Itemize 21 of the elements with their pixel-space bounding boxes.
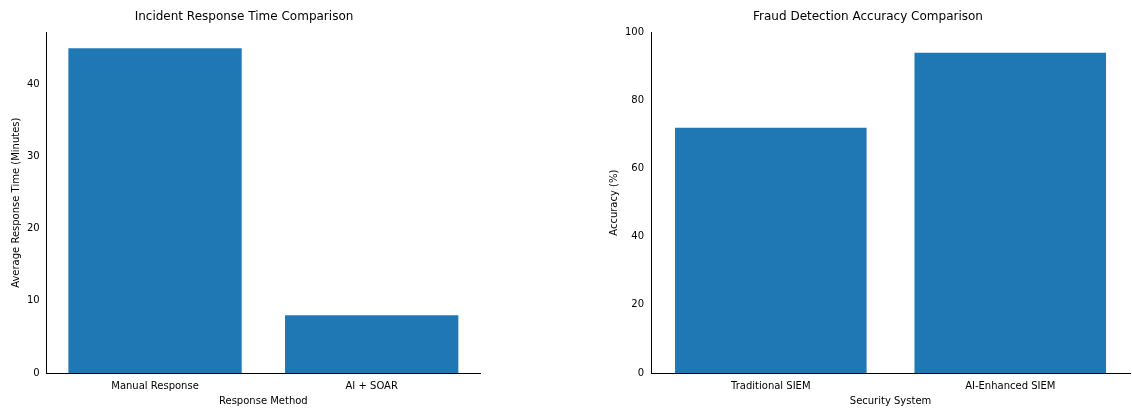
- chart-title: Fraud Detection Accuracy Comparison: [753, 9, 983, 24]
- chart-title: Incident Response Time Comparison: [134, 9, 354, 24]
- x-axis-title: Security System: [849, 394, 932, 406]
- y-tick-label: 40: [26, 77, 40, 89]
- y-tick-label: 30: [26, 150, 40, 162]
- x-tick-label: AI + SOAR: [345, 379, 398, 391]
- x-axis-title: Response Method: [219, 394, 308, 406]
- y-tick-label: 10: [26, 294, 40, 306]
- y-tick-label: 80: [631, 94, 645, 106]
- y-axis-title: Average Response Time (Minutes): [9, 117, 21, 288]
- y-axis-title: Accuracy (%): [607, 169, 619, 236]
- y-tick-label: 100: [624, 25, 645, 37]
- y-tick-label: 60: [631, 162, 645, 174]
- y-tick-label: 20: [26, 222, 40, 234]
- x-tick-label: Manual Response: [111, 379, 199, 391]
- y-tick-label: 20: [631, 298, 645, 310]
- y-tick-label: 0: [637, 366, 645, 378]
- x-tick-label: Traditional SIEM: [730, 379, 811, 391]
- y-tick-label: 40: [631, 230, 645, 242]
- x-tick-label: AI-Enhanced SIEM: [965, 379, 1056, 391]
- y-tick-label: 0: [33, 366, 40, 378]
